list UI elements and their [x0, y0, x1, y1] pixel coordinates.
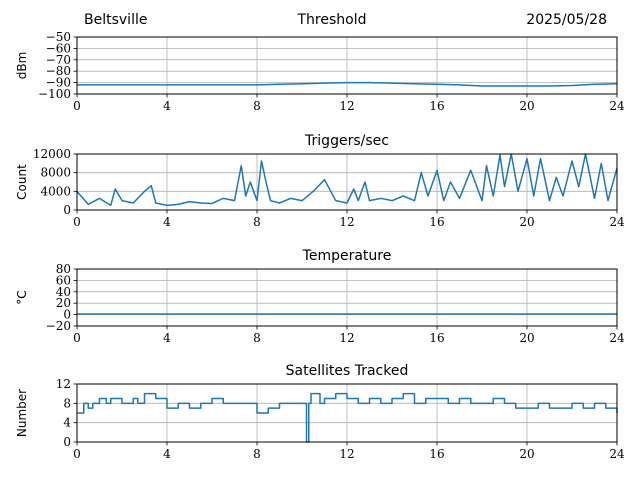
x-tick-label: 0: [73, 447, 81, 461]
y-tick-label: 4: [63, 416, 71, 430]
y-tick-label: 40: [56, 285, 71, 299]
y-tick-label: 20: [56, 296, 71, 310]
y-tick-label: 4000: [40, 184, 71, 198]
x-tick-label: 24: [609, 215, 625, 229]
x-tick-label: 12: [339, 331, 354, 345]
x-tick-label: 16: [429, 99, 444, 113]
y-axis-label: Number: [15, 389, 29, 437]
location-label: Beltsville: [84, 12, 148, 28]
y-tick-label: 60: [56, 273, 71, 287]
y-tick-label: −70: [46, 53, 71, 67]
x-tick-label: 4: [163, 331, 171, 345]
x-tick-label: 4: [163, 215, 171, 229]
y-tick-label: 0: [63, 308, 71, 322]
x-tick-label: 20: [519, 215, 534, 229]
y-tick-label: 12: [56, 377, 71, 391]
y-axis-label: dBm: [15, 52, 29, 80]
x-tick-label: 16: [429, 447, 444, 461]
x-tick-label: 4: [163, 447, 171, 461]
x-tick-label: 16: [429, 331, 444, 345]
y-tick-label: −20: [46, 319, 71, 333]
y-tick-label: 8: [63, 396, 71, 410]
y-tick-label: −100: [38, 87, 71, 101]
y-tick-label: 8000: [40, 166, 71, 180]
y-tick-label: −50: [46, 30, 71, 44]
date-label: 2025/05/28: [526, 12, 607, 28]
x-tick-label: 20: [519, 99, 534, 113]
x-tick-label: 12: [339, 447, 354, 461]
panel-3: 0 4 8 12 16 20 24 0 4 8 12 Satellites Tracked Number: [15, 363, 625, 461]
panel-title: Temperature: [302, 248, 392, 264]
x-tick-label: 24: [609, 99, 625, 113]
x-tick-label: 16: [429, 215, 444, 229]
x-tick-label: 12: [339, 99, 354, 113]
x-tick-label: 12: [339, 215, 354, 229]
x-tick-label: 8: [253, 331, 261, 345]
y-tick-label: 12000: [33, 147, 71, 161]
y-tick-label: 0: [63, 435, 71, 449]
panel-0: 0 4 8 12 16 20 24 −100−90−80−70−60−50 dBm: [15, 30, 625, 113]
y-axis-label: Count: [15, 164, 29, 200]
x-tick-label: 0: [73, 215, 81, 229]
x-tick-label: 4: [163, 99, 171, 113]
panel-1: 0 4 8 12 16 20 24 0 4000 8000 12000 Triggers/sec Cou…: [15, 133, 625, 229]
y-tick-label: 80: [56, 262, 71, 276]
y-tick-label: 0: [63, 203, 71, 217]
x-tick-label: 20: [519, 331, 534, 345]
x-tick-label: 20: [519, 447, 534, 461]
y-tick-label: −60: [46, 41, 71, 55]
x-tick-label: 0: [73, 99, 81, 113]
threshold-title: Threshold: [297, 12, 367, 28]
panel-title: Satellites Tracked: [286, 363, 409, 379]
panel-title: Triggers/sec: [304, 133, 389, 149]
series-line: [77, 392, 618, 443]
y-tick-label: −90: [46, 76, 71, 90]
y-axis-label: °C: [15, 290, 29, 304]
x-tick-label: 8: [253, 215, 261, 229]
series-line: [76, 153, 618, 207]
y-tick-label: −80: [46, 64, 71, 78]
x-tick-label: 0: [73, 331, 81, 345]
x-tick-label: 24: [609, 447, 625, 461]
series-line: [77, 81, 618, 87]
x-tick-label: 8: [253, 447, 261, 461]
x-tick-label: 24: [609, 331, 625, 345]
x-tick-label: 8: [253, 99, 261, 113]
